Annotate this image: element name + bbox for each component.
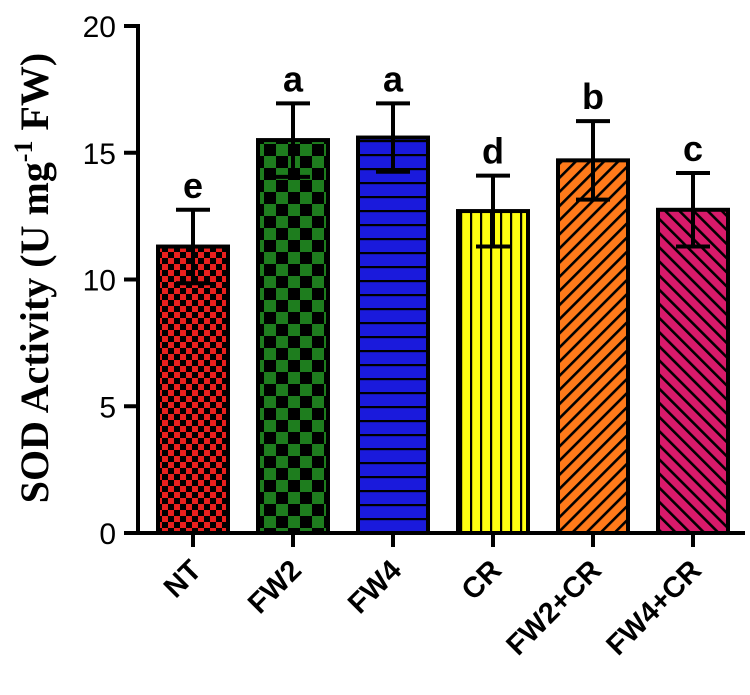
x-tick-label-fw2-plus-cr: FW2+CR [500, 554, 608, 662]
bar-fw4 [356, 135, 430, 535]
significance-label-fw4-plus-cr: c [683, 128, 703, 169]
bar-fw4-plus-cr [656, 207, 730, 535]
y-axis-title-suffix: FW) [12, 53, 57, 141]
error-bar-fw4-plus-cr [676, 171, 710, 249]
axes-layer: 0 5 10 15 20 [83, 11, 745, 551]
x-tick-label-nt: NT [158, 554, 208, 604]
y-axis-title-main: SOD Activity (U mg [12, 162, 57, 503]
y-tick-label-0: 0 [99, 518, 116, 551]
significance-label-fw2-plus-cr: b [582, 76, 604, 117]
error-bar-fw2-plus-cr [576, 119, 610, 202]
y-tick-label-10: 10 [83, 265, 116, 298]
bar-cr [456, 209, 530, 535]
x-tick-label-fw2: FW2 [242, 554, 308, 620]
y-tick-label-5: 5 [99, 391, 116, 424]
y-axis-title: SOD Activity (U mg-1 FW) [9, 53, 57, 504]
significance-label-nt: e [183, 165, 203, 206]
error-bar-cr [476, 173, 510, 249]
y-tick-label-15: 15 [83, 138, 116, 171]
x-tick-label-fw4: FW4 [342, 554, 408, 620]
error-bar-fw4 [376, 101, 410, 174]
error-bar-fw2 [276, 101, 310, 179]
y-tick-label-20: 20 [83, 11, 116, 44]
significance-label-cr: d [482, 131, 504, 172]
significance-label-fw4: a [383, 58, 404, 99]
x-tick-label-cr: CR [456, 554, 508, 606]
bar-fw2 [256, 138, 330, 535]
y-axis-title-superscript: -1 [9, 141, 38, 163]
bar-fw2-plus-cr [556, 158, 630, 535]
error-bar-nt [176, 207, 210, 286]
bars-layer [156, 101, 730, 535]
significance-label-fw2: a [283, 58, 304, 99]
bar-nt [156, 244, 230, 535]
x-tick-label-fw4-plus-cr: FW4+CR [600, 554, 708, 662]
